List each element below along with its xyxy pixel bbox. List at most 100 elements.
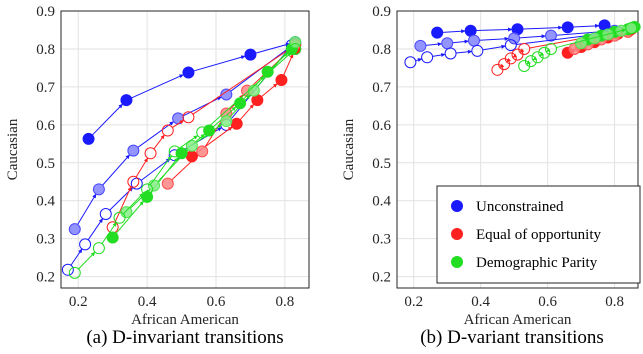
point-unconstrained-light [220,88,233,101]
trajectory-segment-unconstrained [573,23,600,28]
point-unconstrained-hollow [99,208,112,221]
trajectory-segment-unconstrained [140,158,171,181]
y-tick-label: 0.3 [372,232,391,248]
legend-label-demographic_parity: Demographic Parity [476,255,598,271]
point-demographic_parity-filled [106,231,119,244]
trajectory-segment-equal_opportunity [171,154,199,181]
y-tick-label: 0.5 [372,156,391,172]
point-unconstrained-light [172,112,185,125]
trajectory-segment-unconstrained [137,121,175,148]
point-demographic_parity-hollow [168,145,181,158]
trajectory-segment-equal_opportunity [135,157,149,178]
trajectory-segment-unconstrained [479,36,510,41]
trajectory-segment-demographic_parity [532,56,538,61]
point-unconstrained-filled [182,66,195,79]
y-axis-label: Caucasian [5,118,21,180]
point-unconstrained-hollow [130,177,143,190]
y-tick-label: 0.2 [372,270,391,286]
y-tick-label: 0.6 [372,118,391,134]
point-equal_opportunity-hollow [182,111,195,124]
point-demographic_parity-filled [261,65,274,78]
point-demographic_parity-hollow [625,22,638,35]
point-unconstrained-hollow [504,39,517,52]
trajectory-segment-demographic_parity [157,149,189,182]
point-unconstrained-hollow [404,56,417,69]
trajectory-segment-equal_opportunity [114,186,132,223]
x-tick-label: 0.4 [138,294,157,310]
axes-frame [396,10,639,289]
x-tick-label: 0.6 [538,294,557,310]
point-demographic_parity-hollow [524,55,537,68]
trajectory-segment-demographic_parity [115,200,144,234]
trajectory-segment-demographic_parity [149,155,172,186]
panel-caption: (b) D-variant transitions [420,327,604,348]
trajectory-segment-unconstrained [522,25,563,30]
trajectory-segment-equal_opportunity [512,53,518,58]
point-unconstrained-hollow [61,263,74,276]
x-tick-label: 0.4 [471,294,490,310]
y-tick-label: 0.4 [36,194,55,210]
legend-box [436,185,641,284]
point-equal_opportunity-hollow [518,42,531,55]
axes-frame [60,10,310,289]
point-equal_opportunity-hollow [491,63,504,76]
trajectory-segment-unconstrained [442,29,466,34]
point-demographic_parity-light [588,32,601,45]
point-unconstrained-light [68,223,81,236]
point-equal_opportunity-hollow [144,147,157,160]
point-unconstrained-light [544,29,557,42]
trajectory-segment-demographic_parity [257,45,293,87]
trajectory-segment-equal_opportunity [261,83,278,98]
point-unconstrained-filled [431,26,444,39]
x-tick-label: 0.2 [404,294,423,310]
y-tick-label: 0.2 [36,270,55,286]
x-axis-label: African American [464,312,572,328]
trajectory-segment-demographic_parity [130,189,151,209]
trajectory-segment-unconstrained [70,248,83,266]
trajectory-segment-unconstrained [255,42,291,54]
point-equal_opportunity-filled [230,117,243,130]
trajectory-segment-equal_opportunity [239,103,255,120]
trajectory-segment-demographic_parity [196,123,223,143]
legend-label-unconstrained: Unconstrained [476,199,564,215]
trajectory-segment-demographic_parity [584,39,590,44]
legend-marker-unconstrained [451,200,463,212]
trajectory-segment-unconstrained [77,193,97,225]
point-unconstrained-hollow [444,47,457,60]
trajectory-segment-equal_opportunity [153,134,165,150]
x-tick-label: 0.8 [605,294,624,310]
y-tick-label: 0.6 [36,118,55,134]
point-unconstrained-hollow [421,51,434,64]
point-unconstrained-hollow [79,238,92,251]
trajectory-segment-demographic_parity [229,94,251,118]
series-demographic_parity [68,36,302,279]
y-tick-label: 0.9 [36,4,55,20]
trajectory-segment-demographic_parity [545,47,551,53]
point-demographic_parity-light [289,36,302,49]
trajectory-segment-demographic_parity [178,135,199,149]
point-unconstrained-hollow [471,44,484,57]
trajectory-segment-unconstrained [432,53,446,57]
x-tick-label: 0.6 [207,294,226,310]
point-demographic_parity-light [185,139,198,152]
point-demographic_parity-hollow [113,211,126,224]
trajectory-segment-unconstrained [455,49,473,54]
trajectory-segment-demographic_parity [78,251,96,270]
panel-a: 0.2 0.4 0.6 0.8 0.2 0.3 0.4 0.5 0.6 0.7 0.8 0.9 Afri… [5,4,310,348]
trajectory-segment-demographic_parity [101,221,117,244]
point-demographic_parity-hollow [544,42,557,55]
point-demographic_parity-light [575,37,588,50]
point-equal_opportunity-hollow [161,124,174,137]
y-tick-label: 0.7 [36,80,55,96]
trajectory-segment-demographic_parity [123,192,144,215]
point-unconstrained-light [127,144,140,157]
point-equal_opportunity-hollow [504,52,517,65]
point-equal_opportunity-hollow [498,58,511,71]
trajectory-segment-unconstrained [519,34,546,39]
y-tick-label: 0.5 [36,156,55,172]
y-tick-label: 0.7 [372,80,391,96]
point-unconstrained-filled [82,132,95,145]
point-unconstrained-light [467,34,480,47]
trajectory-segment-unconstrained [425,42,443,47]
